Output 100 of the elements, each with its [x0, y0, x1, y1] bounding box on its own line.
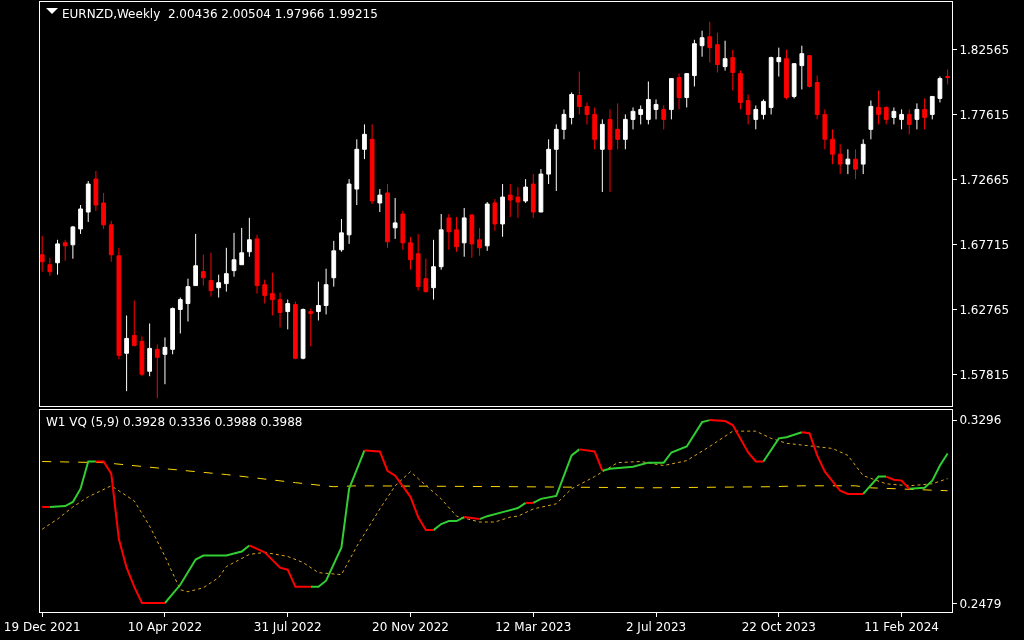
y-tick-label: 1.67715 — [959, 237, 1010, 252]
candlestick — [131, 300, 137, 347]
candlestick — [277, 292, 283, 328]
candlestick — [784, 49, 789, 100]
candlestick — [492, 198, 498, 232]
candlestick — [661, 104, 667, 130]
x-tick-label: 12 Mar 2023 — [495, 620, 572, 635]
candlestick — [515, 186, 521, 219]
candlestick — [408, 236, 413, 271]
candlestick — [845, 148, 851, 175]
chart-title: EURNZD,Weekly 2.00436 2.00504 1.97966 1.99215 — [62, 7, 378, 21]
candlestick — [377, 188, 383, 213]
candlestick — [569, 92, 575, 125]
candlestick — [185, 278, 191, 323]
candlestick — [208, 252, 214, 298]
candlestick — [331, 240, 337, 288]
candlestick — [47, 257, 53, 277]
candlestick — [308, 308, 314, 347]
candlestick — [899, 108, 904, 130]
candlestick — [692, 39, 697, 87]
candlestick — [154, 343, 160, 399]
y-tick-label: 0.2479 — [959, 597, 1002, 612]
candlestick — [553, 123, 559, 192]
candlestick — [323, 268, 329, 315]
candlestick — [285, 299, 291, 330]
candlestick — [791, 63, 797, 99]
candlestick — [477, 227, 482, 257]
candlestick — [761, 98, 766, 120]
candlestick — [431, 239, 436, 301]
candlestick — [914, 102, 920, 130]
candlestick — [124, 314, 129, 392]
candlestick — [837, 143, 843, 175]
candlestick — [738, 70, 743, 110]
candlestick — [814, 75, 820, 120]
candlestick — [461, 207, 467, 258]
candlestick — [438, 213, 444, 271]
candlestick — [454, 216, 459, 253]
y-tick-label: 1.62765 — [959, 302, 1010, 317]
candlestick — [484, 201, 490, 252]
candlestick — [270, 272, 275, 316]
candlestick — [860, 138, 866, 175]
candlestick — [385, 183, 390, 249]
candlestick — [193, 233, 199, 287]
candlestick — [500, 183, 505, 238]
candlestick — [645, 80, 651, 125]
candlestick — [906, 108, 912, 135]
x-tick-label: 19 Dec 2021 — [3, 620, 81, 635]
candlestick — [177, 297, 183, 334]
candlestick — [630, 106, 636, 130]
x-tick-label: 31 Jul 2022 — [253, 620, 322, 635]
candlestick — [216, 274, 222, 299]
x-tick-label: 11 Feb 2024 — [864, 620, 939, 635]
candlestick — [876, 90, 881, 125]
candlestick — [316, 281, 321, 321]
candlestick — [339, 218, 344, 253]
candlestick — [607, 108, 613, 193]
candlestick — [853, 148, 858, 180]
y-tick-label: 1.72665 — [959, 172, 1010, 187]
candlestick — [922, 97, 927, 130]
candlestick — [446, 213, 452, 251]
candlestick — [576, 71, 582, 115]
candlestick — [116, 247, 122, 360]
candlestick — [231, 232, 237, 278]
y-tick-label: 1.77615 — [959, 107, 1010, 122]
candlestick — [745, 93, 751, 125]
candlestick — [101, 192, 106, 230]
y-tick-label: 1.57815 — [959, 367, 1010, 382]
candlestick — [929, 95, 935, 120]
candlestick — [523, 178, 528, 204]
candlestick — [239, 227, 245, 266]
candlestick — [653, 98, 659, 120]
candlestick — [638, 104, 644, 125]
candlestick — [722, 40, 728, 72]
candlestick — [300, 308, 306, 360]
candlestick — [162, 336, 168, 385]
candlestick — [469, 214, 475, 259]
candlestick — [822, 108, 828, 150]
candlestick — [108, 220, 114, 263]
candlestick — [868, 100, 874, 140]
candlestick — [830, 128, 835, 165]
candlestick — [530, 173, 536, 219]
candlestick — [730, 49, 736, 92]
candlestick — [40, 235, 45, 273]
y-tick-label: 1.82565 — [959, 42, 1010, 57]
candlestick — [62, 239, 68, 262]
candlestick — [400, 210, 406, 251]
candlestick — [753, 104, 759, 130]
candlestick — [93, 170, 99, 212]
candlestick — [362, 123, 367, 160]
candlestick — [883, 105, 889, 125]
candlestick — [55, 239, 60, 276]
candlestick — [354, 138, 360, 206]
candlestick — [676, 73, 682, 110]
candlestick — [776, 47, 782, 77]
candlestick — [768, 56, 774, 115]
candlestick — [262, 279, 268, 305]
candlestick — [415, 233, 421, 292]
line-series — [41, 461, 949, 492]
candlestick — [669, 78, 674, 120]
y-tick-label: 0.3296 — [959, 413, 1002, 428]
